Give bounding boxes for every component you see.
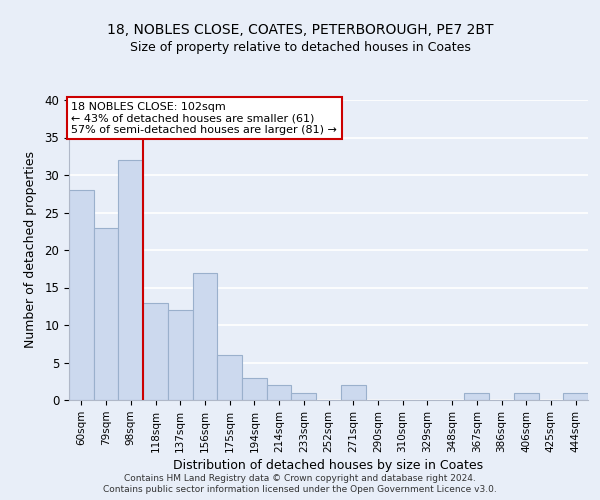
Bar xyxy=(242,378,267,400)
Bar xyxy=(94,228,118,400)
Text: Size of property relative to detached houses in Coates: Size of property relative to detached ho… xyxy=(130,41,470,54)
Bar xyxy=(168,310,193,400)
Text: Contains public sector information licensed under the Open Government Licence v3: Contains public sector information licen… xyxy=(103,485,497,494)
Text: 18 NOBLES CLOSE: 102sqm
← 43% of detached houses are smaller (61)
57% of semi-de: 18 NOBLES CLOSE: 102sqm ← 43% of detache… xyxy=(71,102,337,134)
Bar xyxy=(341,385,365,400)
Bar xyxy=(563,392,588,400)
Y-axis label: Number of detached properties: Number of detached properties xyxy=(25,152,37,348)
Bar xyxy=(217,355,242,400)
Bar xyxy=(292,392,316,400)
Bar xyxy=(69,190,94,400)
Bar xyxy=(118,160,143,400)
Text: Contains HM Land Registry data © Crown copyright and database right 2024.: Contains HM Land Registry data © Crown c… xyxy=(124,474,476,483)
Bar xyxy=(267,385,292,400)
Text: 18, NOBLES CLOSE, COATES, PETERBOROUGH, PE7 2BT: 18, NOBLES CLOSE, COATES, PETERBOROUGH, … xyxy=(107,22,493,36)
X-axis label: Distribution of detached houses by size in Coates: Distribution of detached houses by size … xyxy=(173,459,484,472)
Bar xyxy=(193,272,217,400)
Bar xyxy=(464,392,489,400)
Bar xyxy=(143,302,168,400)
Bar xyxy=(514,392,539,400)
